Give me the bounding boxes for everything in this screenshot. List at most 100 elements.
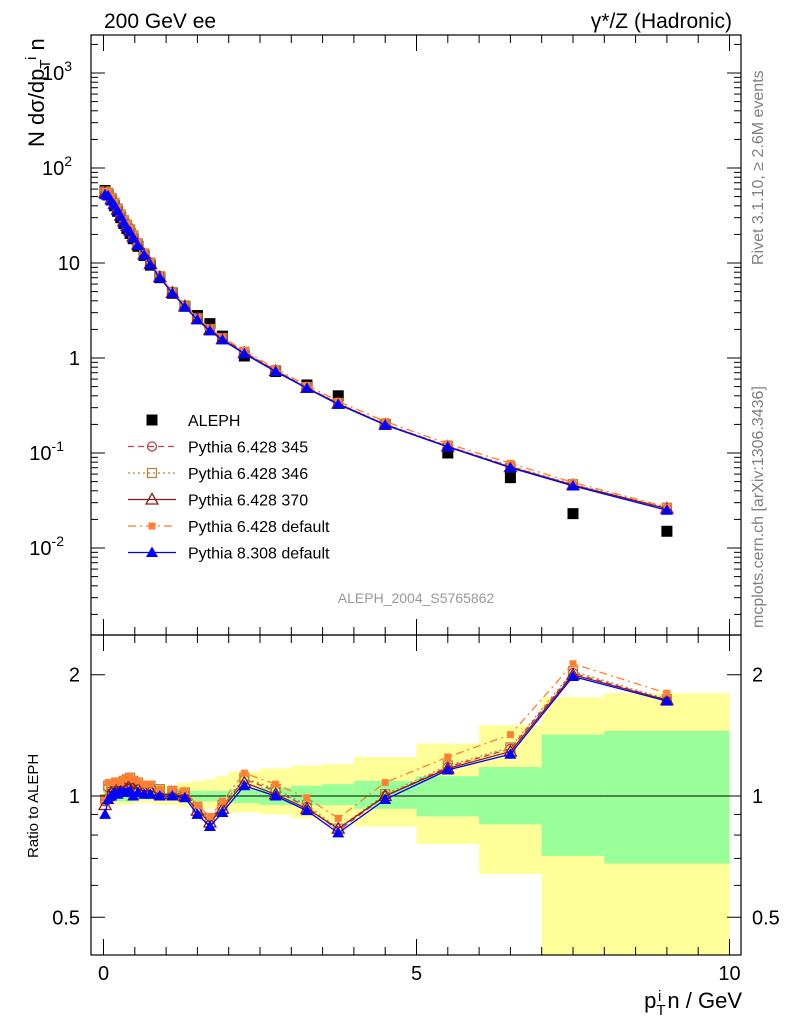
data-point xyxy=(269,365,282,377)
x-tick-label: 5 xyxy=(411,963,422,985)
left-title: 200 GeV ee xyxy=(104,10,216,33)
ratio-data-point xyxy=(567,670,579,682)
series-line xyxy=(104,192,668,510)
rivet-version-label: Rivet 3.1.10, ≥ 2.6M events xyxy=(750,70,767,265)
legend-item-pythia-6-428-default: Pythia 6.428 default xyxy=(128,519,330,536)
ratio-data-point xyxy=(206,812,214,820)
ratio-data-point xyxy=(144,788,157,799)
legend-marker xyxy=(144,492,160,505)
ratio-y-tick-label-right: 0.5 xyxy=(752,907,780,929)
data-point xyxy=(300,382,313,393)
ratio-data-point xyxy=(381,779,389,787)
ratio-y-tick-label-right: 1 xyxy=(752,786,763,808)
ratio-uncertainty-bands xyxy=(91,693,741,955)
ratio-series-pythia-6-428-default xyxy=(101,660,671,822)
ratio-y-tick-label: 0.5 xyxy=(52,907,80,929)
series-line xyxy=(104,191,668,510)
ratio-data-point xyxy=(218,797,226,805)
ratio-data-point xyxy=(660,695,673,706)
data-point xyxy=(131,239,144,250)
legend-marker xyxy=(146,441,158,452)
data-point xyxy=(441,440,454,452)
data-point xyxy=(332,390,344,402)
data-point xyxy=(216,333,229,345)
series-line xyxy=(104,190,668,508)
ratio-data-point xyxy=(166,790,179,801)
ratio-data-point xyxy=(181,787,189,795)
ratio-data-point xyxy=(379,793,392,805)
ratio-y-tick-label: 1 xyxy=(69,786,80,808)
legend-item-pythia-8-308-default: Pythia 8.308 default xyxy=(128,546,330,563)
series-pythia-6-428-346 xyxy=(99,186,673,513)
ratio-y-tick-label-right: 2 xyxy=(752,665,763,687)
x-tick-label: 0 xyxy=(98,963,109,985)
series-aleph xyxy=(99,184,673,537)
legend-marker xyxy=(146,467,158,479)
ratio-data-point xyxy=(193,801,201,809)
series-pythia-6-428-345 xyxy=(99,186,673,514)
ratio-data-point xyxy=(168,785,176,793)
data-point xyxy=(138,249,151,260)
ratio-y-axis-title: Ratio to ALEPH xyxy=(25,754,42,858)
ratio-data-point xyxy=(663,689,671,697)
ratio-data-point xyxy=(140,780,148,788)
ratio-data-point xyxy=(332,826,345,838)
stat-uncertainty-band-segment xyxy=(604,731,730,864)
ratio-data-point xyxy=(444,753,452,761)
ratio-data-point xyxy=(156,785,164,793)
data-point xyxy=(178,300,191,312)
legend-item-pythia-6-428-370: Pythia 6.428 370 xyxy=(128,492,308,510)
data-point xyxy=(153,271,166,283)
legend-item-pythia-6-428-346: Pythia 6.428 346 xyxy=(128,466,308,483)
ratio-data-point xyxy=(300,804,313,816)
ratio-data-point xyxy=(569,660,577,668)
ratio-data-point xyxy=(129,775,137,783)
series-pythia-6-428-370 xyxy=(97,185,675,514)
legend-marker xyxy=(146,414,158,426)
data-point xyxy=(660,504,673,515)
stat-uncertainty-band-segment xyxy=(541,734,605,856)
data-point xyxy=(504,461,517,473)
main-y-axis-title: N dσ/dpTi n xyxy=(23,38,54,147)
ratio-data-point xyxy=(134,777,142,785)
data-point xyxy=(442,447,454,459)
data-point xyxy=(166,287,179,298)
legend-marker xyxy=(146,546,158,557)
ratio-y-tick-label: 2 xyxy=(69,665,80,687)
legend-label: Pythia 6.428 default xyxy=(188,519,330,536)
series-line xyxy=(104,190,668,509)
data-point xyxy=(144,258,157,270)
series-line xyxy=(104,193,668,511)
y-tick-label: 10-1 xyxy=(29,438,64,465)
data-point xyxy=(504,472,516,484)
ratio-data-point xyxy=(240,769,248,777)
ratio-data-point xyxy=(153,790,166,801)
legend: ALEPH Pythia 6.428 345 Pythia 6.428 346 Pyt… xyxy=(128,413,330,563)
ratio-data-point xyxy=(269,790,282,801)
ratio-data-point xyxy=(238,779,251,791)
legend-label: Pythia 6.428 345 xyxy=(188,440,308,457)
right-title: γ*/Z (Hadronic) xyxy=(591,10,732,33)
data-point xyxy=(567,479,579,491)
legend-label: ALEPH xyxy=(188,413,240,430)
stat-uncertainty-band-segment xyxy=(322,784,354,805)
y-tick-label: 1 xyxy=(69,348,80,370)
y-tick-label: 10-2 xyxy=(29,533,64,560)
data-point xyxy=(567,508,579,520)
axes-layer: 10-2 10-1 1 10 102 103 0 5 10 0.5 0.5 1 1 2 2 xyxy=(29,34,780,985)
ratio-data-point xyxy=(146,780,154,788)
data-point xyxy=(203,324,216,336)
ratio-data-point xyxy=(272,780,280,788)
x-tick-label: 10 xyxy=(718,963,740,985)
data-point xyxy=(238,347,251,359)
ratio-plot-layer xyxy=(97,660,675,838)
ratio-data-point xyxy=(441,764,454,775)
ratio-series-pythia-8-308-default xyxy=(99,670,673,838)
legend-marker xyxy=(148,522,156,530)
ratio-data-point xyxy=(216,806,229,817)
ratio-data-point xyxy=(191,808,204,819)
y-tick-label: 103 xyxy=(42,58,72,85)
ratio-data-point xyxy=(99,808,112,819)
ratio-data-point xyxy=(506,731,514,739)
